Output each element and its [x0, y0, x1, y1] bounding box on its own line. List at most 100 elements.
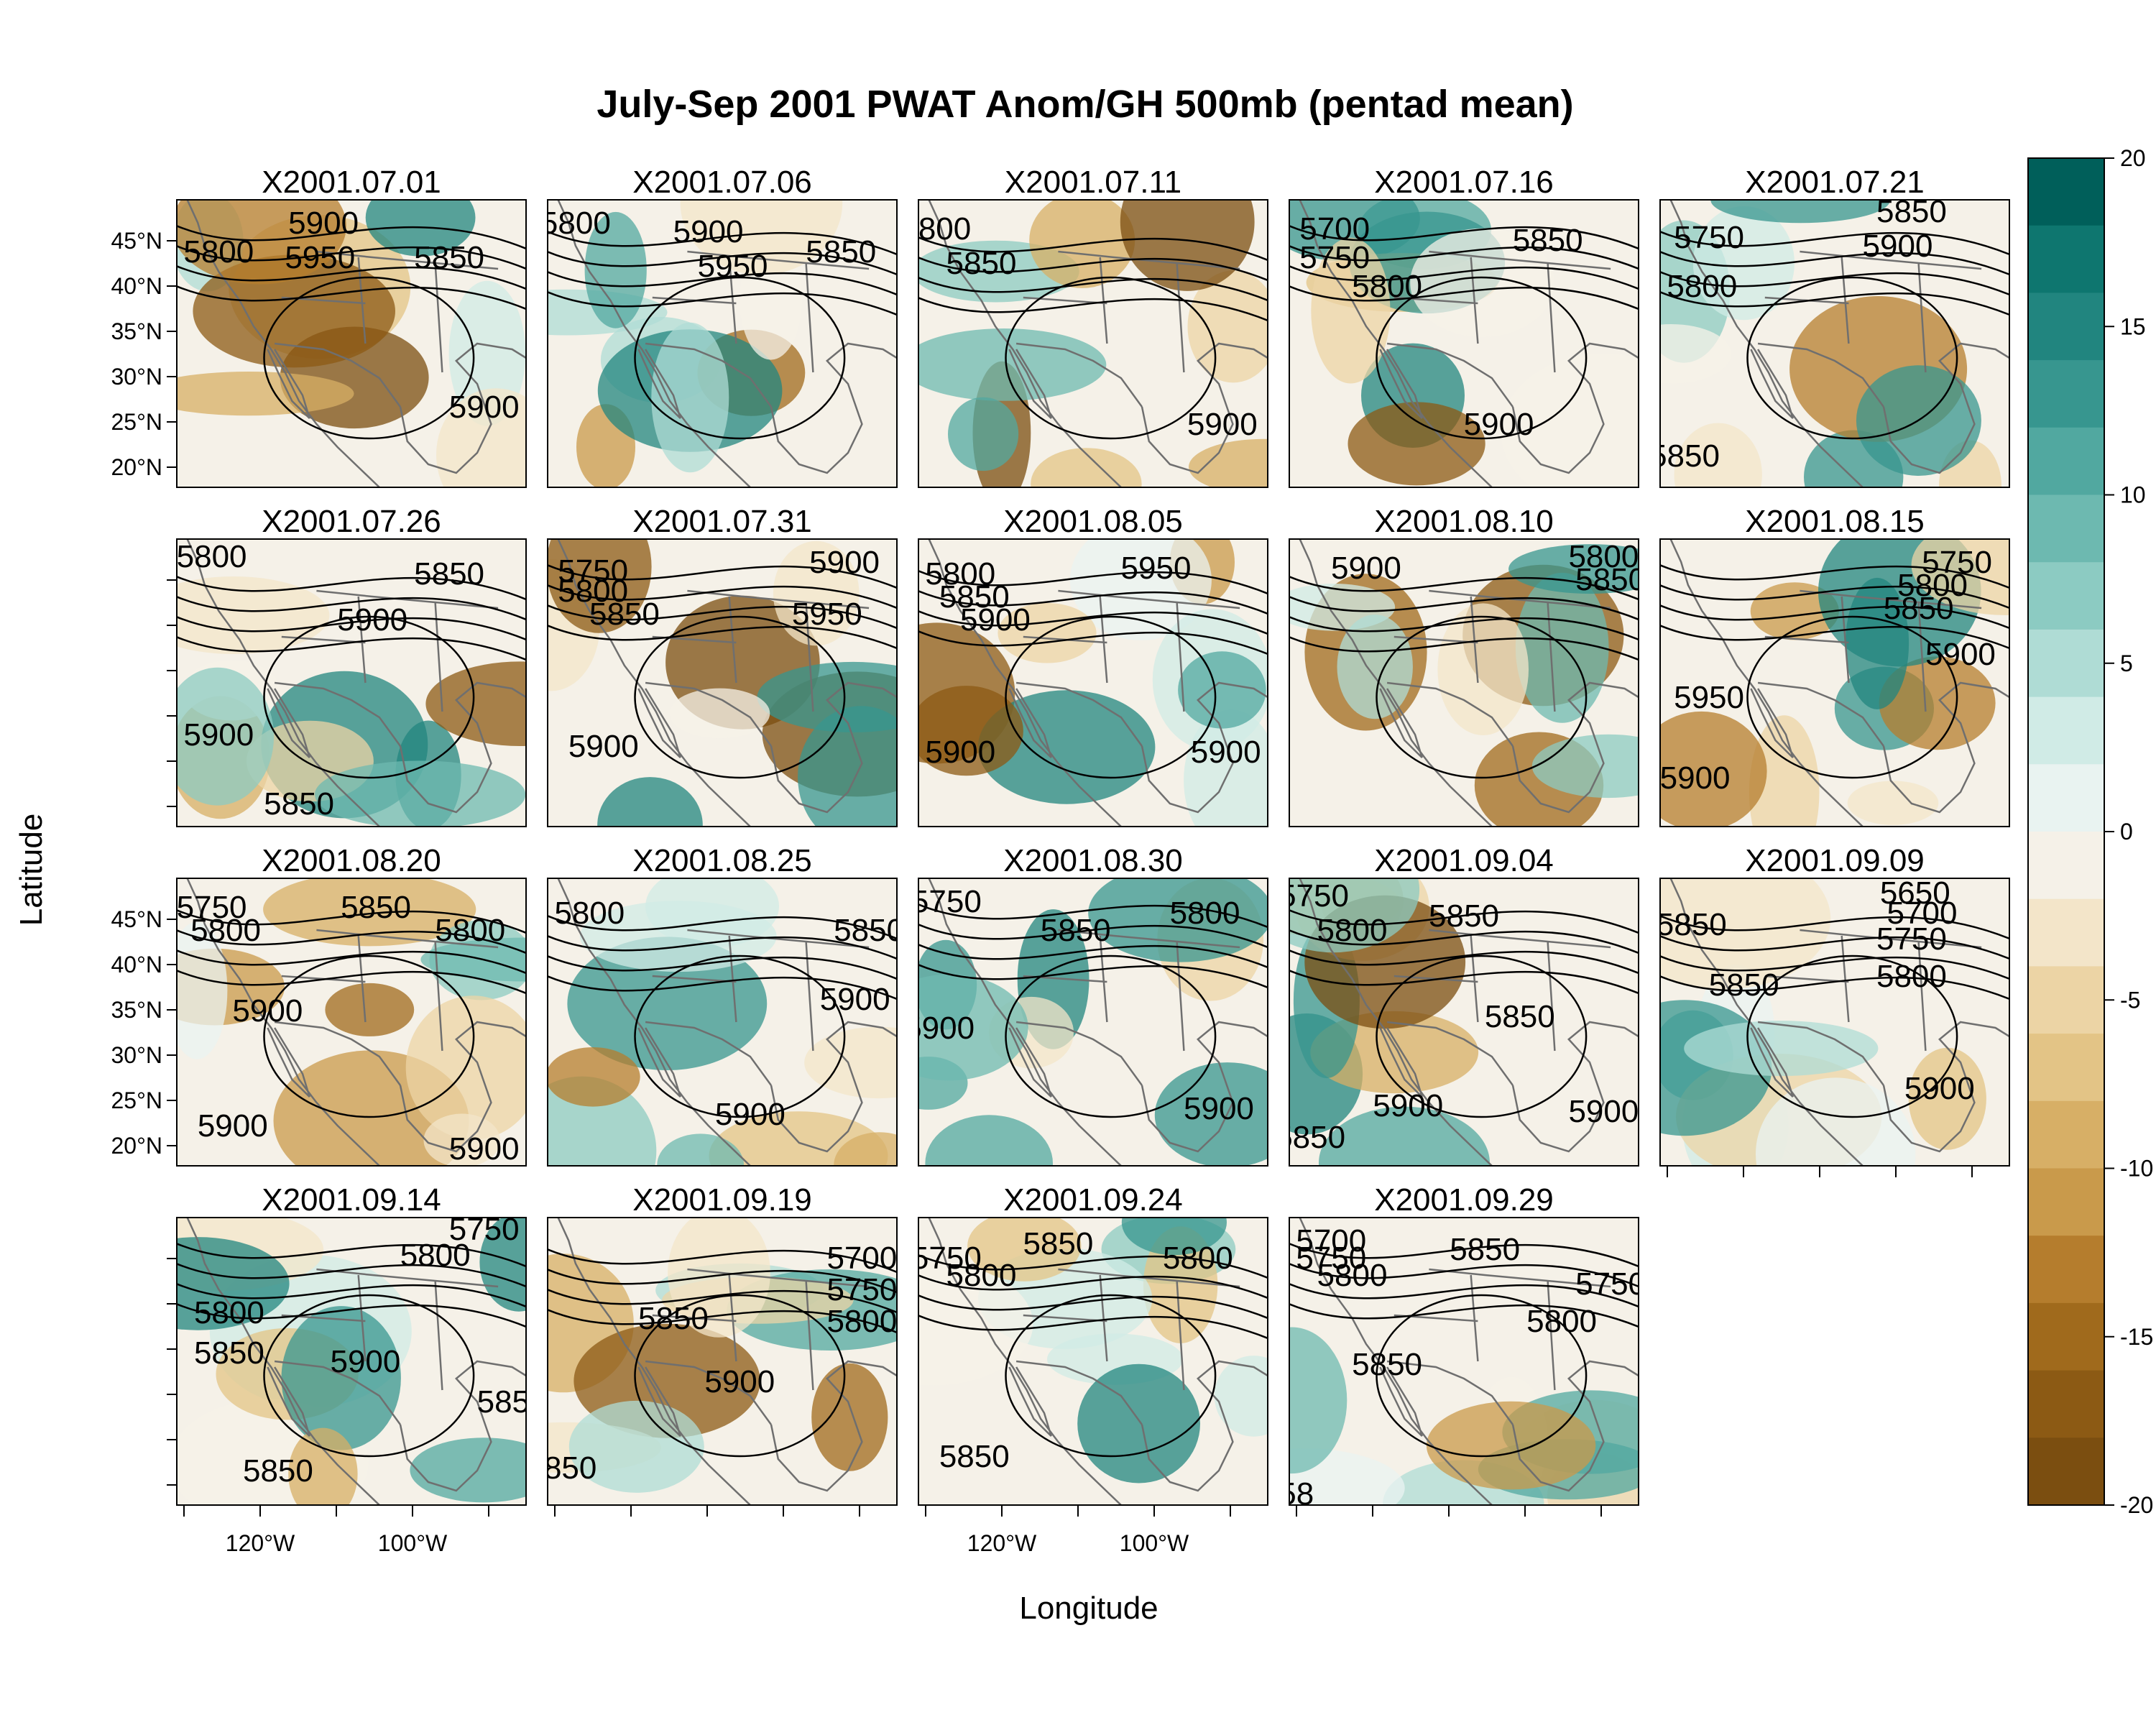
height-contour — [1289, 908, 1639, 934]
height-contour — [1660, 250, 2009, 276]
coastline — [1669, 200, 1864, 487]
lat-tick-label: 25°N — [111, 1087, 163, 1113]
anomaly-blob — [834, 1132, 897, 1166]
anomaly-blob — [1531, 734, 1639, 799]
coastline — [1393, 929, 1611, 1052]
height-contour — [177, 244, 526, 270]
contour-label: 5750 — [826, 1272, 897, 1307]
anomaly-blob — [177, 372, 354, 416]
contour-label: 5900 — [568, 729, 639, 764]
lat-tick-label: 20°N — [111, 454, 163, 480]
coastline — [399, 1360, 526, 1492]
coastline — [1386, 1021, 1514, 1086]
contour-label: 5700 — [1887, 896, 1958, 931]
anomaly-blob — [1674, 423, 1762, 487]
contour-label: 5750 — [1575, 1266, 1646, 1302]
height-contour — [1660, 270, 2009, 296]
contour-label: 5750 — [177, 890, 247, 925]
colorbar-tick-label: -5 — [2120, 987, 2140, 1013]
coastline — [1015, 342, 1143, 408]
colorbar-tick-label: 20 — [2120, 145, 2146, 171]
anomaly-blob — [1178, 651, 1266, 729]
anomaly-blob — [548, 1047, 640, 1107]
contour-label: 5800 — [1526, 1304, 1597, 1339]
colorbar-swatch — [2028, 1236, 2104, 1304]
contour-label: 5950 — [792, 597, 862, 632]
colorbar-tick-label: 5 — [2120, 650, 2133, 676]
panel-frame — [176, 199, 527, 488]
height-contour — [1289, 949, 1639, 975]
coastline — [637, 1366, 681, 1437]
contour-label: 5800 — [554, 896, 625, 931]
contour-label: 5850 — [638, 1301, 709, 1336]
colorbar-tick-label: 0 — [2120, 819, 2133, 845]
anomaly-blob — [1410, 228, 1554, 337]
contour-label: 5950 — [285, 240, 355, 275]
coastline — [645, 681, 773, 747]
contour-label: 5850 — [834, 913, 904, 948]
panel-date-label: X2001.07.21 — [1745, 165, 1925, 200]
coastline — [1750, 1027, 1794, 1098]
coastline — [1386, 342, 1514, 408]
height-contour — [918, 1274, 1268, 1300]
contour-label: 5850 — [1275, 1120, 1345, 1155]
lat-tick-label: 30°N — [111, 1042, 163, 1068]
coastline — [1008, 349, 1052, 419]
anomaly-blob — [420, 937, 526, 982]
contour-label: 5750 — [1922, 545, 1992, 580]
colorbar-swatch — [2028, 1100, 2104, 1169]
anomaly-blob — [1710, 200, 1890, 224]
anomaly-blob — [436, 388, 526, 487]
contour-label: 5850 — [1041, 913, 1111, 948]
anomaly-blob — [680, 200, 843, 275]
anomaly-blob — [1879, 656, 1996, 750]
panel-date-label: X2001.08.20 — [262, 843, 441, 878]
height-contour — [1660, 230, 2009, 256]
contour-label: 5900 — [449, 1131, 520, 1167]
panel-frame — [918, 1217, 1268, 1506]
coastline — [1757, 1021, 1885, 1086]
contour-label: 5800 — [540, 206, 611, 241]
contour-label: 5900 — [1925, 637, 1996, 672]
contour-label: 5800 — [1317, 913, 1388, 948]
panel-frame — [176, 1217, 527, 1506]
height-contour — [177, 949, 526, 975]
colorbar-swatch — [2028, 494, 2104, 563]
colorbar-tick-label: -15 — [2120, 1324, 2153, 1350]
height-contour — [548, 230, 897, 256]
coastline — [652, 929, 870, 1052]
coastline — [1764, 589, 1982, 712]
coastline — [652, 250, 870, 373]
panel-date-label: X2001.08.05 — [1003, 504, 1183, 539]
height-contour — [1289, 929, 1639, 954]
contour-label: 5900 — [183, 717, 254, 753]
anomaly-blob — [584, 211, 647, 328]
coastline — [399, 681, 526, 814]
colorbar-tick-label: 10 — [2120, 482, 2146, 508]
coastline — [186, 200, 380, 487]
anomaly-blob — [918, 974, 1028, 1081]
contour-label: 5900 — [1373, 1088, 1443, 1123]
contour-label: 5850 — [939, 1439, 1010, 1474]
height-contour — [548, 584, 897, 610]
anomaly-blob — [1348, 402, 1485, 486]
anomaly-blob — [1088, 878, 1268, 962]
coastline — [770, 1360, 897, 1492]
coastline — [1023, 589, 1240, 712]
coastline — [645, 1360, 773, 1425]
contour-label: 5900 — [337, 602, 407, 638]
coastline — [1393, 589, 1611, 712]
colorbar-swatch — [2028, 696, 2104, 765]
contour-label: 5850 — [1709, 967, 1779, 1003]
height-contour — [1289, 264, 1639, 290]
height-contour — [548, 604, 897, 630]
coastline — [1757, 342, 1885, 408]
coastline — [1141, 342, 1268, 474]
coastline — [928, 539, 1122, 827]
height-contour — [1289, 595, 1639, 621]
contour-label: 5850 — [946, 246, 1017, 281]
contour-label: 5900 — [904, 1011, 975, 1046]
